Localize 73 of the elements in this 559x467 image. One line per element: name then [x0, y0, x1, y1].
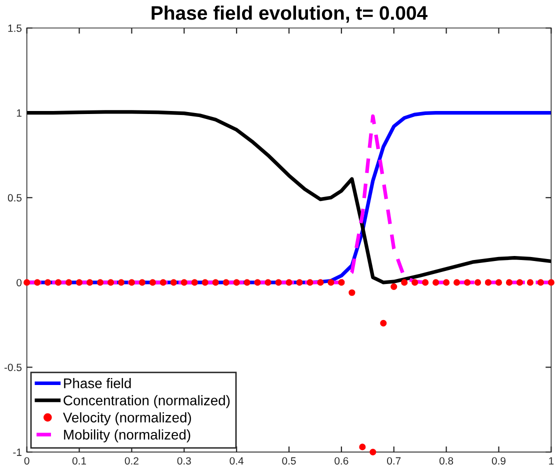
- point: [233, 279, 240, 286]
- x-tick-label: 0.8: [439, 457, 454, 465]
- point: [548, 279, 554, 286]
- point: [443, 279, 450, 286]
- y-tick-label: 1: [16, 109, 22, 117]
- point: [128, 279, 135, 286]
- x-tick-label: 0.3: [177, 457, 191, 465]
- point: [170, 279, 177, 286]
- legend-label: Velocity (normalized): [63, 412, 191, 426]
- point: [24, 279, 30, 286]
- point: [149, 279, 156, 286]
- point: [96, 279, 104, 286]
- point: [55, 279, 62, 286]
- point: [306, 279, 314, 286]
- point: [526, 279, 534, 286]
- x-tick-label: 0.9: [492, 457, 506, 465]
- point: [76, 279, 83, 286]
- point: [275, 279, 282, 286]
- legend-label: Concentration (normalized): [64, 395, 230, 408]
- point: [370, 448, 376, 456]
- x-tick-label: 1: [549, 457, 554, 464]
- point: [412, 279, 418, 286]
- point: [484, 279, 492, 286]
- x-tick-label: 0.2: [124, 457, 138, 465]
- point: [328, 279, 334, 286]
- point: [180, 279, 188, 286]
- x-tick-label: 0.6: [334, 457, 348, 465]
- legend-label: Phase field: [64, 378, 131, 388]
- point: [86, 279, 94, 286]
- point: [474, 279, 482, 286]
- x-tick-label: 0: [24, 457, 30, 465]
- point: [138, 279, 146, 286]
- point: [454, 279, 460, 286]
- point: [495, 279, 502, 286]
- point: [202, 279, 208, 286]
- point: [506, 279, 513, 286]
- point: [65, 279, 72, 286]
- x-tick-label: 0.1: [72, 457, 86, 465]
- point: [34, 279, 41, 286]
- point: [44, 279, 52, 286]
- point: [380, 320, 387, 326]
- y-tick-label: 1.5: [8, 24, 22, 32]
- y-tick-label: 0: [16, 278, 22, 286]
- point: [264, 279, 272, 286]
- point: [254, 279, 261, 286]
- x-tick-label: 0.5: [282, 457, 296, 465]
- y-tick-label: 0.5: [8, 194, 22, 202]
- legend-label: Mobility (normalized): [64, 429, 190, 442]
- point: [212, 279, 219, 286]
- x-tick-label: 0.7: [387, 457, 401, 465]
- point: [160, 279, 166, 286]
- point: [107, 279, 114, 286]
- y-tick-label: -1: [13, 448, 22, 456]
- point: [516, 279, 524, 286]
- point: [401, 279, 408, 286]
- point: [244, 279, 250, 286]
- point: [464, 279, 471, 286]
- x-tick-label: 0.4: [230, 457, 244, 465]
- point: [537, 279, 544, 286]
- y-tick-label: -0.5: [4, 364, 22, 372]
- point: [286, 279, 292, 286]
- point: [422, 279, 429, 286]
- point: [432, 279, 440, 286]
- point: [296, 279, 303, 286]
- point: [390, 283, 398, 290]
- point: [317, 279, 324, 286]
- point: [222, 279, 230, 286]
- point: [118, 279, 125, 286]
- point: [338, 279, 345, 286]
- point: [348, 289, 356, 296]
- chart-title: Phase field evolution, t= 0.004: [152, 6, 428, 23]
- point: [359, 444, 366, 450]
- point: [191, 279, 198, 286]
